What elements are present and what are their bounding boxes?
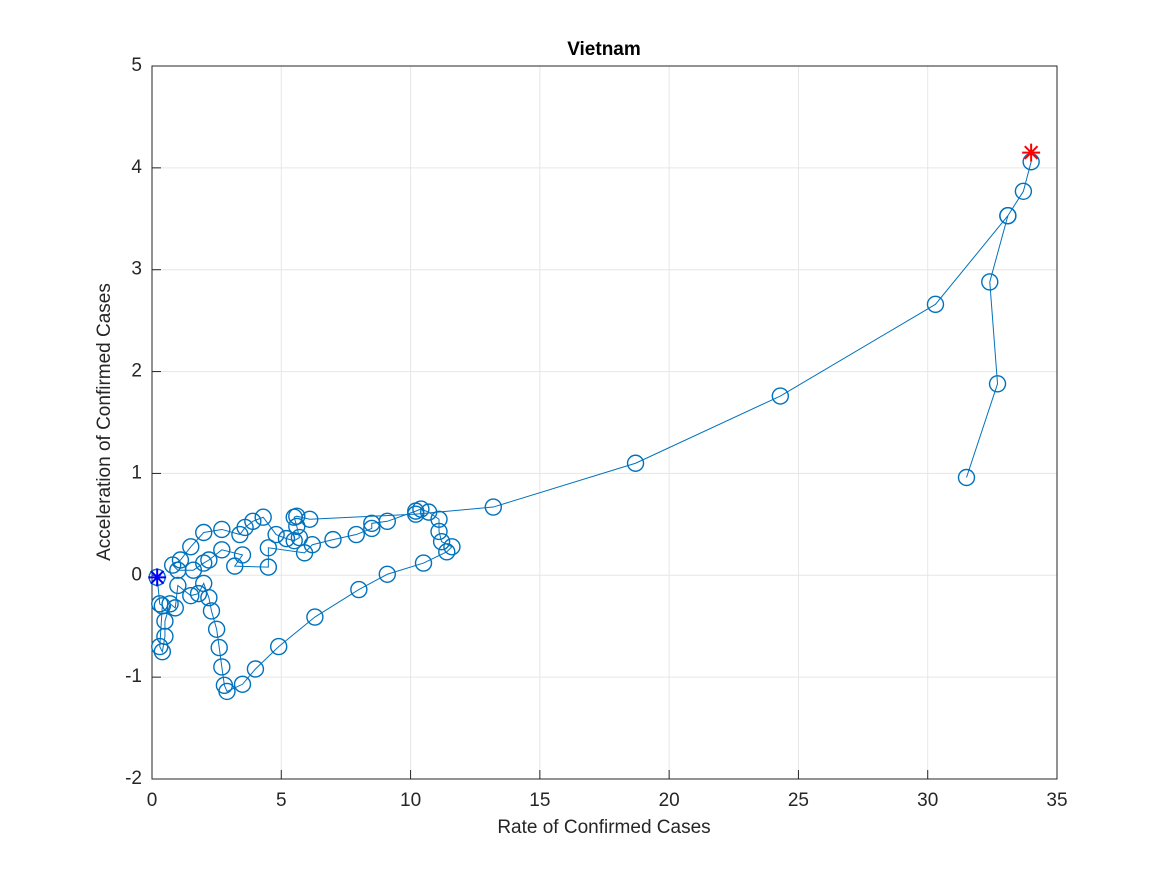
data-point: [259, 558, 278, 576]
x-tick-label: 35: [1046, 790, 1067, 811]
data-point: [200, 551, 218, 569]
data-point: [156, 627, 174, 646]
data-point: [254, 508, 272, 526]
data-point: [306, 608, 324, 626]
y-tick-label: 0: [131, 564, 142, 585]
y-tick-label: -2: [125, 768, 142, 789]
data-point: [981, 273, 999, 291]
data-point: [202, 602, 221, 620]
data-point: [290, 528, 309, 547]
data-point: [277, 529, 296, 548]
data-point: [438, 543, 456, 561]
y-tick-label: -1: [125, 666, 142, 687]
y-tick-label: 2: [131, 361, 142, 382]
data-point: [195, 523, 213, 542]
data-point: [233, 546, 252, 564]
y-tick-label: 5: [131, 55, 142, 76]
y-tick-label: 1: [131, 462, 142, 483]
y-axis-label: Acceleration of Confirmed Cases: [94, 283, 115, 561]
data-point: [213, 541, 231, 559]
data-point: [484, 498, 503, 516]
x-tick-label: 0: [147, 790, 158, 811]
data-point: [207, 620, 226, 638]
x-axis-label: Rate of Confirmed Cases: [497, 817, 710, 838]
data-point: [363, 519, 381, 538]
data-point: [419, 503, 438, 521]
data-point: [166, 599, 184, 617]
data-point: [926, 295, 945, 314]
data-point: [324, 530, 342, 549]
data-point: [301, 510, 319, 528]
data-point: [218, 682, 236, 701]
data-point: [171, 551, 190, 569]
data-point: [210, 638, 228, 657]
data-point: [771, 387, 790, 405]
data-point: [285, 531, 303, 550]
data-point: [244, 512, 262, 531]
data-point: [999, 207, 1017, 225]
data-point: [295, 544, 314, 562]
x-tick-label: 15: [529, 790, 550, 811]
start-marker: [148, 568, 167, 587]
data-point: [270, 637, 288, 656]
data-point: [189, 584, 208, 603]
data-point: [988, 375, 1007, 393]
data-point: [407, 505, 425, 523]
data-point: [347, 525, 365, 544]
data-point: [288, 507, 306, 525]
x-tick-label: 20: [659, 790, 680, 811]
data-point: [156, 612, 174, 630]
data-point: [267, 525, 285, 544]
data-point: [414, 554, 433, 572]
plot-area: [152, 66, 1057, 779]
data-point: [169, 561, 187, 579]
data-point: [259, 539, 278, 557]
data-point: [378, 565, 396, 583]
data-point: [213, 658, 231, 676]
data-point: [161, 595, 179, 613]
data-point: [430, 522, 448, 541]
x-tick-label: 30: [917, 790, 938, 811]
chart-title: Vietnam: [567, 39, 641, 60]
data-point: [182, 586, 200, 605]
data-point: [957, 468, 976, 487]
data-point: [169, 576, 187, 595]
data-point: [233, 675, 252, 693]
end-marker: [1022, 143, 1041, 162]
data-point: [246, 660, 265, 678]
axes-box: [151, 65, 1058, 780]
data-point: [1014, 182, 1033, 200]
data-point: [182, 538, 200, 556]
x-tick-label: 25: [788, 790, 809, 811]
data-point: [626, 454, 645, 472]
data-point: [432, 532, 451, 551]
x-tick-label: 5: [276, 790, 287, 811]
data-point: [363, 514, 381, 533]
data-point: [350, 580, 368, 599]
data-point: [213, 520, 231, 539]
x-tick-label: 10: [400, 790, 421, 811]
data-point: [200, 588, 218, 607]
data-point: [443, 538, 461, 556]
y-tick-label: 3: [131, 259, 142, 280]
y-tick-label: 4: [131, 157, 142, 178]
